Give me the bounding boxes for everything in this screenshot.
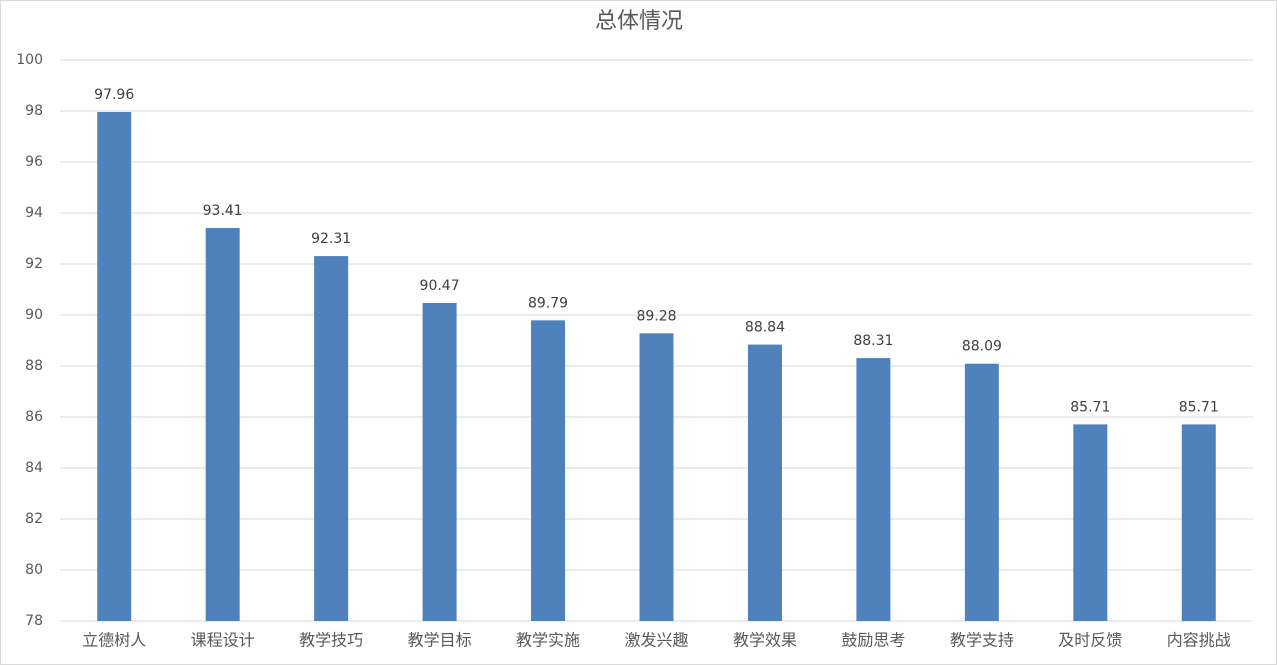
x-tick-label: 激发兴趣 <box>624 631 688 650</box>
x-tick-label: 立德树人 <box>82 631 146 650</box>
x-tick-label: 教学技巧 <box>299 631 363 650</box>
data-label: 90.47 <box>420 278 460 294</box>
data-label: 89.79 <box>528 295 568 311</box>
data-label: 88.31 <box>853 333 893 349</box>
data-label: 93.41 <box>203 203 243 219</box>
bar <box>314 256 349 621</box>
chart-title: 总体情况 <box>595 9 683 34</box>
y-tick-label: 82 <box>25 511 43 527</box>
data-label: 92.31 <box>311 231 351 247</box>
bar <box>1181 424 1216 621</box>
data-label: 85.71 <box>1070 399 1110 415</box>
x-tick-label: 鼓励思考 <box>841 631 905 650</box>
data-label: 85.71 <box>1179 399 1219 415</box>
y-tick-label: 80 <box>25 562 43 578</box>
y-tick-label: 84 <box>25 460 43 476</box>
y-tick-label: 88 <box>25 358 43 374</box>
y-tick-label: 92 <box>25 256 43 272</box>
x-tick-label: 教学目标 <box>408 631 472 650</box>
y-tick-label: 86 <box>25 409 43 425</box>
x-tick-label: 内容挑战 <box>1167 631 1231 650</box>
bar <box>1073 424 1108 621</box>
x-tick-label: 教学支持 <box>950 631 1014 650</box>
y-tick-label: 90 <box>25 307 43 323</box>
y-tick-label: 96 <box>25 154 43 170</box>
x-tick-label: 教学实施 <box>516 631 580 650</box>
bar <box>639 333 674 621</box>
bar <box>747 344 782 621</box>
y-tick-label: 78 <box>25 613 43 629</box>
data-label: 97.96 <box>94 87 134 103</box>
y-tick-label: 98 <box>25 103 43 119</box>
x-tick-label: 及时反馈 <box>1058 631 1122 650</box>
bar <box>422 303 457 621</box>
bar <box>964 363 999 621</box>
bar <box>856 358 891 621</box>
x-tick-label: 课程设计 <box>191 631 255 650</box>
x-tick-label: 教学效果 <box>733 631 797 650</box>
data-label: 88.09 <box>962 339 1002 355</box>
bar <box>531 320 566 621</box>
y-tick-label: 100 <box>16 52 43 68</box>
bar <box>205 228 240 622</box>
data-label: 89.28 <box>636 308 676 324</box>
y-tick-label: 94 <box>25 205 43 221</box>
bar <box>97 112 132 622</box>
data-label: 88.84 <box>745 320 785 336</box>
